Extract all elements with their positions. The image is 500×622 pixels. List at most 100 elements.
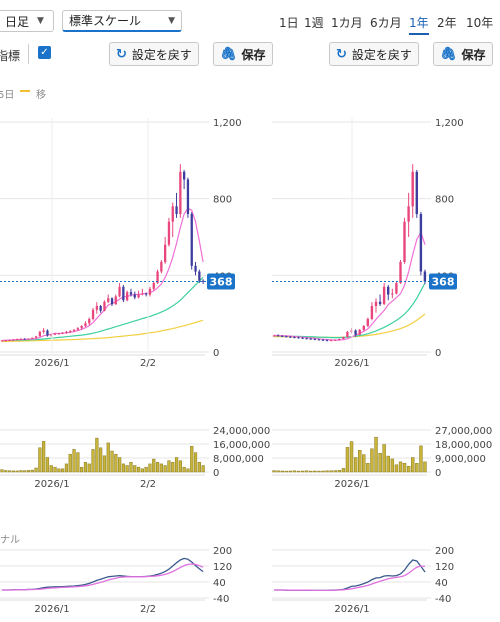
left-volume-bar [129, 462, 133, 473]
left-price-candle [141, 293, 144, 295]
range-1y[interactable]: 1年 [409, 14, 429, 35]
reset-label-2: 設定を戻す [351, 47, 412, 62]
left-volume-bar [114, 453, 118, 473]
right-price-candle [415, 171, 418, 214]
left-price-candle [156, 271, 159, 283]
right-price-candle [321, 339, 325, 341]
right-volume-bar [366, 463, 370, 473]
left-volume-bar [19, 470, 23, 473]
right-price-candle [395, 283, 398, 294]
right-volume-bar [292, 470, 297, 473]
period-select[interactable]: 日足 ▼ [0, 10, 54, 32]
chevron-down-icon: ▼ [37, 16, 44, 26]
left-price-candle [38, 331, 41, 337]
right-volume-bar [398, 461, 403, 473]
right-volume-bar [353, 457, 358, 473]
right-price-ma-mid-line [274, 282, 426, 339]
right-volume-bar [390, 458, 395, 473]
left-price-candle [57, 333, 60, 335]
left-price-y-tick-label: 0 [213, 348, 219, 359]
left-price-candle [110, 298, 114, 305]
right-price-candle [374, 301, 378, 306]
right-price-candle [309, 338, 312, 340]
right-price-candle [285, 336, 288, 338]
right-price-ma-long-line [274, 313, 426, 338]
left-price-candle [137, 294, 140, 298]
range-2y[interactable]: 2年 [437, 16, 457, 30]
right-price-current-price-label: 368 [432, 275, 455, 288]
right-price-y-tick-label: 800 [435, 195, 454, 206]
right-price-candle [423, 271, 427, 282]
right-volume-bar [362, 454, 366, 473]
left-volume-bar [95, 437, 99, 473]
left-price-candle [152, 283, 155, 289]
left-price-candle [179, 171, 182, 214]
left-price-candle [171, 206, 174, 222]
range-1w[interactable]: 1週 [304, 16, 324, 30]
right-volume-bar [280, 470, 284, 473]
left-volume-x-tick-label: 2/2 [140, 479, 156, 490]
right-price-candle [354, 330, 357, 335]
left-volume-bar [133, 465, 137, 473]
right-macd-y-tick-label: -40 [435, 594, 451, 605]
left-volume-bar [4, 470, 8, 473]
chevron-down-icon: ▼ [168, 15, 175, 26]
left-price-candle [126, 292, 129, 301]
left-macd-x-tick-label: 2026/1 [34, 604, 69, 615]
range-1m[interactable]: 1カ月 [331, 16, 363, 30]
right-volume-bar [321, 470, 325, 473]
save-button-2[interactable]: 🖇 保存 [433, 42, 493, 66]
left-price-candle [65, 331, 68, 333]
right-volume-bar [406, 465, 411, 473]
right-volume-y-tick-label: 18,000,000 [435, 440, 492, 451]
left-volume-bar [91, 449, 95, 473]
left-volume-bar [144, 466, 148, 473]
left-volume-bar [34, 467, 38, 473]
left-volume-bar [182, 466, 186, 473]
right-volume-bar [370, 448, 374, 473]
right-volume-bar [313, 470, 317, 473]
right-volume-bar [382, 444, 386, 473]
range-1d[interactable]: 1日 [279, 16, 299, 30]
left-volume-bar [49, 465, 53, 473]
left-price-candle [23, 338, 26, 340]
indicator-label: 指標 [0, 49, 21, 63]
indicator-checkbox[interactable]: ✓ [38, 46, 51, 59]
right-price-candle [293, 337, 296, 339]
scale-select[interactable]: 標準スケール ▼ [62, 10, 182, 32]
left-price-candle [202, 280, 205, 282]
reset-settings-button[interactable]: ↻ 設定を戻す [109, 42, 199, 66]
right-price-candle [301, 337, 304, 339]
right-price-candle [334, 339, 337, 341]
left-price-y-tick-label: 1,200 [213, 118, 242, 129]
left-volume-bar [140, 468, 144, 473]
right-price-y-tick-label: 1,200 [435, 118, 464, 129]
left-price-candle [91, 309, 95, 319]
left-volume-bar [197, 462, 201, 473]
left-macd-y-tick-label: 200 [213, 546, 232, 557]
left-price-candle [95, 306, 98, 310]
left-price-candle [12, 339, 15, 341]
left-volume-bar [80, 466, 84, 473]
right-volume-bar [276, 470, 280, 473]
left-price-y-tick-label: 800 [213, 195, 232, 206]
right-volume-bar [423, 461, 427, 473]
right-volume-bar [341, 468, 346, 473]
left-price-candle [61, 332, 64, 334]
right-macd-y-tick-label: 200 [435, 546, 454, 557]
left-volume-bar [83, 462, 88, 473]
save-button[interactable]: 🖇 保存 [213, 42, 273, 66]
left-price-ma-mid-line [1, 276, 204, 342]
range-10y[interactable]: 10年 [466, 16, 494, 30]
range-6m[interactable]: 6カ月 [370, 16, 402, 30]
right-macd-y-tick-label: 40 [435, 578, 448, 589]
left-macd-y-tick-label: 40 [213, 578, 226, 589]
left-volume-bar [125, 465, 129, 473]
left-price-candle [53, 333, 57, 335]
left-volume-y-tick-label: 16,000,000 [213, 440, 270, 451]
left-price-candle [103, 301, 106, 311]
left-price-candle [107, 298, 110, 302]
paperclip-icon: 🖇 [220, 46, 237, 62]
right-volume-bar [309, 470, 313, 473]
reset-settings-button-2[interactable]: ↻ 設定を戻す [329, 42, 419, 66]
